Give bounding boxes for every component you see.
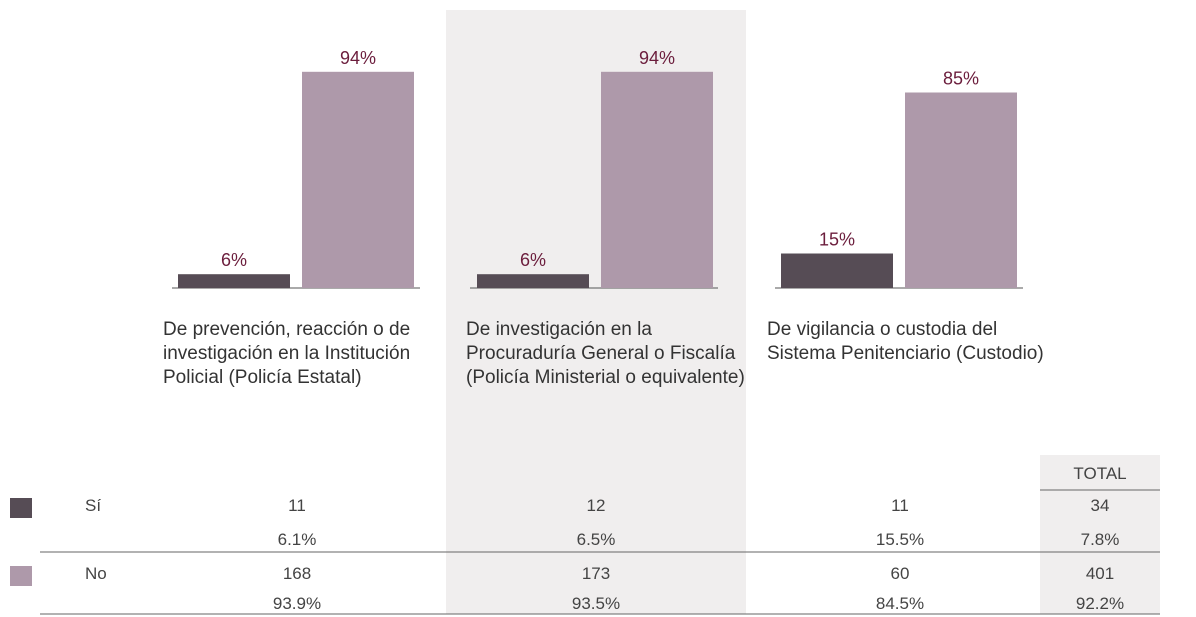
- bar: [178, 274, 290, 288]
- total-column: [1040, 455, 1160, 614]
- percent: 15.5%: [875, 530, 925, 549]
- total-count: 401: [1085, 564, 1115, 583]
- value-label: 6%: [520, 250, 546, 270]
- legend-swatch: [10, 566, 32, 586]
- percent: 93.5%: [571, 594, 621, 613]
- value-label: 6%: [221, 250, 247, 270]
- bar: [477, 274, 589, 288]
- total-percent: 92.2%: [1075, 594, 1125, 613]
- bar: [781, 253, 893, 288]
- percent: 84.5%: [875, 594, 925, 613]
- total-header: TOTAL: [1073, 464, 1127, 483]
- value-label: 94%: [639, 48, 675, 68]
- category-label: De investigación en la Procuraduría Gene…: [466, 319, 745, 388]
- value-label: 94%: [340, 48, 376, 68]
- total-count: 34: [1090, 496, 1110, 515]
- bar: [601, 71, 713, 288]
- value-label: 85%: [943, 69, 979, 89]
- count: 11: [288, 496, 306, 515]
- category-label: De prevención, reacción o de investigaci…: [163, 319, 411, 388]
- count: 60: [890, 564, 910, 583]
- value-label: 15%: [819, 230, 855, 250]
- count: 173: [581, 564, 611, 583]
- row-label: Sí: [85, 496, 102, 515]
- count: 11: [891, 496, 909, 515]
- total-percent: 7.8%: [1080, 530, 1120, 549]
- percent: 6.1%: [277, 530, 317, 549]
- category-label: De vigilancia o custodia del Sistema Pen…: [767, 319, 1044, 364]
- count: 12: [586, 496, 606, 515]
- bar: [905, 92, 1017, 288]
- percent: 6.5%: [576, 530, 616, 549]
- bar: [302, 71, 414, 288]
- percent: 93.9%: [272, 594, 322, 613]
- legend-swatch: [10, 498, 32, 518]
- count: 168: [282, 564, 312, 583]
- row-label: No: [85, 564, 107, 583]
